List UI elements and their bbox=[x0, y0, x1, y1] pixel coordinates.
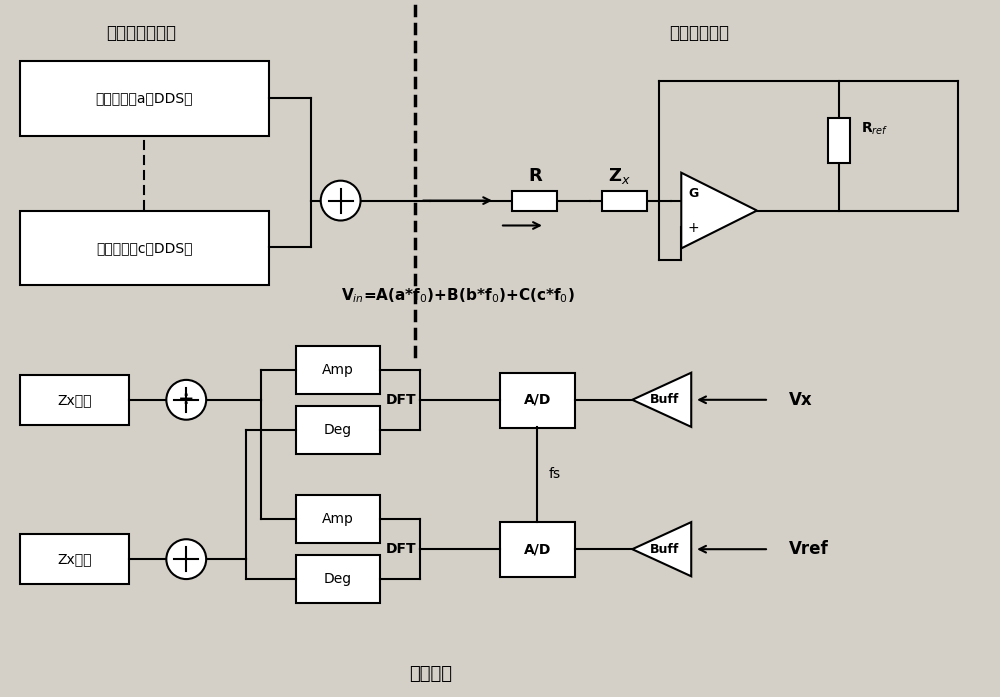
Bar bbox=[20, 535, 129, 584]
Bar bbox=[512, 191, 557, 210]
Bar bbox=[296, 346, 380, 394]
Bar bbox=[828, 118, 850, 163]
Bar bbox=[602, 191, 647, 210]
Text: Zx相角: Zx相角 bbox=[57, 552, 92, 566]
Text: Deg: Deg bbox=[324, 572, 352, 586]
Polygon shape bbox=[681, 173, 757, 248]
Text: G: G bbox=[688, 187, 698, 200]
Polygon shape bbox=[632, 522, 691, 576]
Circle shape bbox=[166, 539, 206, 579]
Text: 自动平衡电桥: 自动平衡电桥 bbox=[669, 24, 729, 43]
Text: 采样分析: 采样分析 bbox=[409, 665, 452, 682]
Text: 频率合成器a（DDS）: 频率合成器a（DDS） bbox=[96, 91, 193, 105]
Text: 频率合成器c（DDS）: 频率合成器c（DDS） bbox=[96, 241, 193, 255]
Bar bbox=[20, 210, 269, 285]
Bar bbox=[296, 556, 380, 603]
Text: Amp: Amp bbox=[322, 512, 354, 526]
Text: Buff: Buff bbox=[650, 543, 679, 556]
Text: Vx: Vx bbox=[789, 391, 812, 409]
Text: ÷: ÷ bbox=[178, 390, 195, 409]
Bar bbox=[500, 373, 575, 428]
Text: DFT: DFT bbox=[385, 393, 416, 407]
Text: A/D: A/D bbox=[524, 542, 551, 556]
Text: Buff: Buff bbox=[650, 393, 679, 406]
Text: R$_{ref}$: R$_{ref}$ bbox=[861, 121, 888, 137]
Text: +: + bbox=[687, 220, 699, 235]
Bar bbox=[500, 522, 575, 577]
Circle shape bbox=[321, 181, 361, 220]
Text: R: R bbox=[528, 167, 542, 185]
Text: Amp: Amp bbox=[322, 363, 354, 377]
Bar bbox=[296, 406, 380, 454]
Polygon shape bbox=[632, 373, 691, 427]
Bar bbox=[20, 61, 269, 136]
Text: Zx幅值: Zx幅值 bbox=[57, 393, 92, 407]
Text: fs: fs bbox=[549, 468, 561, 482]
Bar bbox=[20, 375, 129, 424]
Bar bbox=[296, 496, 380, 543]
Circle shape bbox=[166, 380, 206, 420]
Text: 多频激励频合成: 多频激励频合成 bbox=[106, 24, 176, 43]
Text: Deg: Deg bbox=[324, 422, 352, 437]
Text: Vref: Vref bbox=[789, 540, 829, 558]
Text: DFT: DFT bbox=[385, 542, 416, 556]
Text: V$_{in}$=A(a*f$_0$)+B(b*f$_0$)+C(c*f$_0$): V$_{in}$=A(a*f$_0$)+B(b*f$_0$)+C(c*f$_0$… bbox=[341, 286, 574, 305]
Text: A/D: A/D bbox=[524, 393, 551, 407]
Text: Z$_x$: Z$_x$ bbox=[608, 166, 631, 185]
